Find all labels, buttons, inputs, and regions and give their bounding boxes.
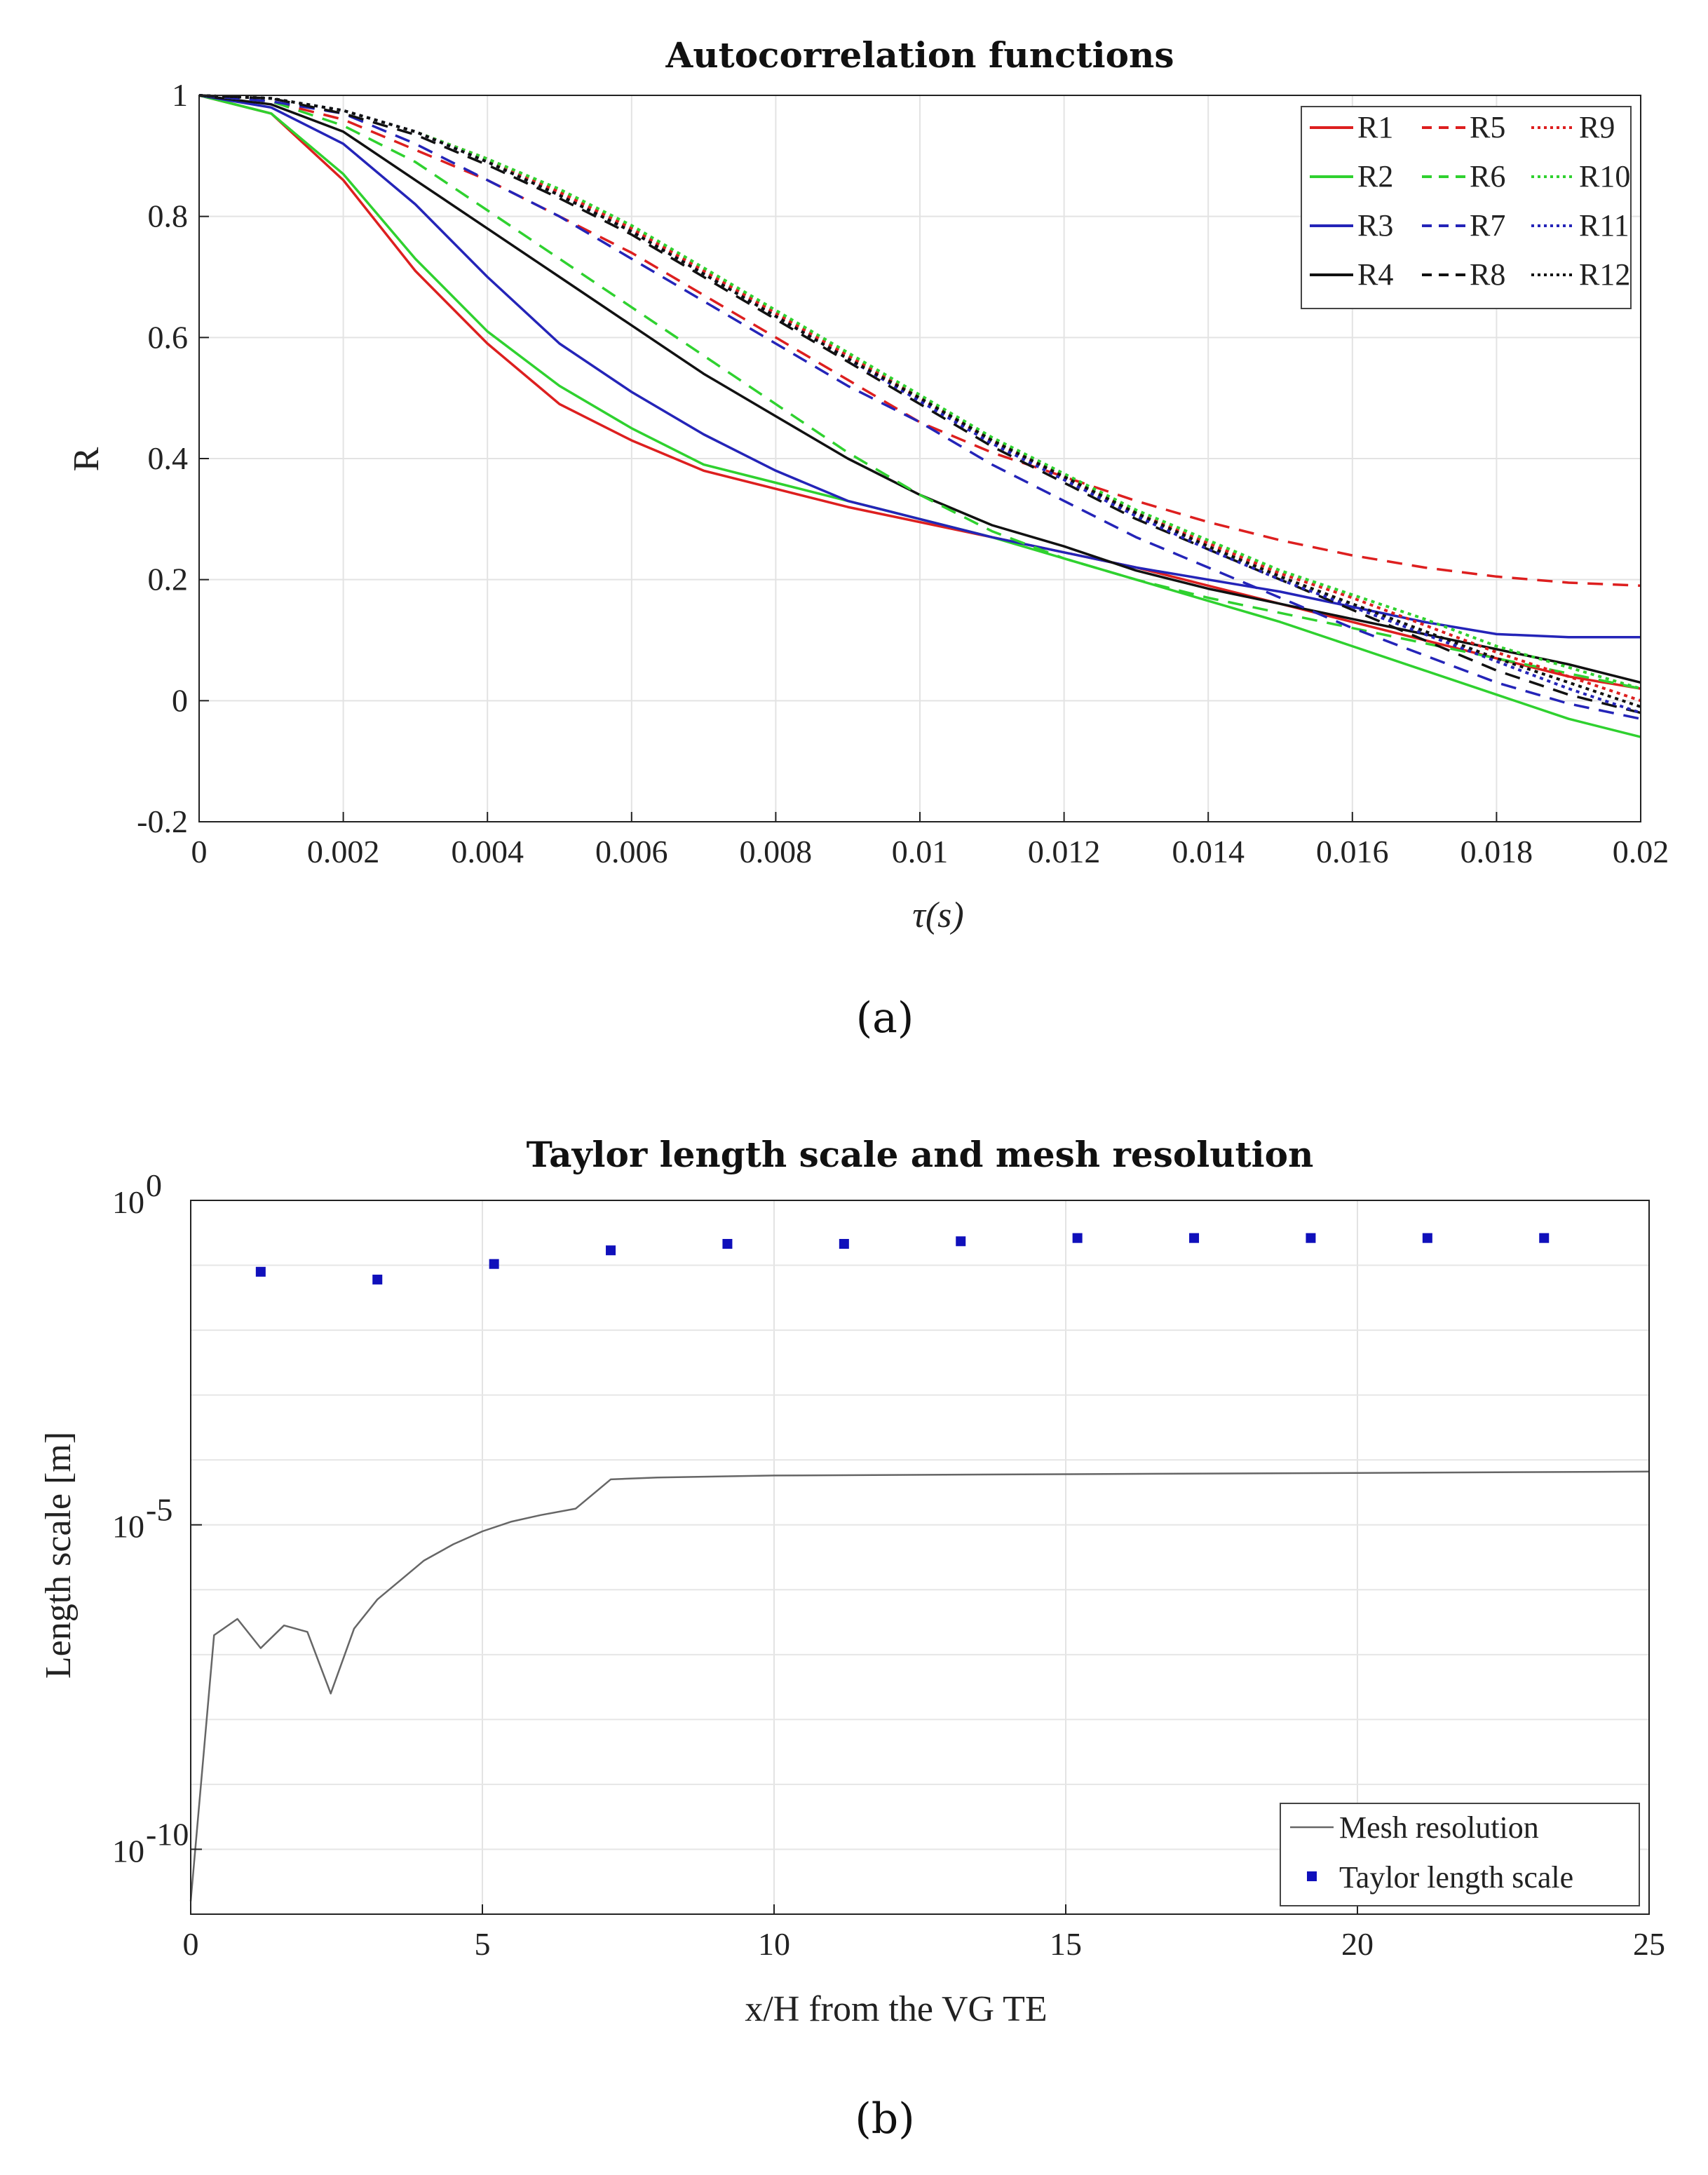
taylor-length-point [956, 1236, 966, 1247]
chart-a-ytick-label: 0 [172, 682, 188, 718]
taylor-length-point [372, 1274, 383, 1285]
legend-label-mesh-resolution: Mesh resolution [1339, 1810, 1539, 1845]
chart-a-ylabel: R [67, 447, 107, 471]
chart-a-title: Autocorrelation functions [665, 34, 1174, 76]
chart-b-xtick-label: 15 [1050, 1926, 1082, 1962]
taylor-length-point [1189, 1233, 1200, 1243]
chart-b-ytick-label: 10 [112, 1509, 144, 1545]
chart-a-series-group [198, 94, 1641, 738]
chart-a-caption: (a) [856, 994, 914, 1043]
taylor-length-point [1072, 1233, 1083, 1243]
legend-label-taylor-length-scale: Taylor length scale [1339, 1860, 1573, 1895]
series-line-r5 [198, 94, 1641, 588]
legend-label-r10: R10 [1579, 159, 1630, 194]
legend-label-r2: R2 [1357, 159, 1393, 194]
chart-a-ytick-label: 0.6 [148, 319, 189, 355]
series-line-r8 [198, 94, 1641, 714]
chart-a-xtick-label: 0.018 [1460, 834, 1533, 869]
chart-b-ylabel: Length scale [m] [39, 1432, 79, 1679]
taylor-length-point [1539, 1233, 1550, 1243]
chart-a-ytick-label: 0.8 [148, 198, 189, 234]
chart-a-ytick-label: -0.2 [137, 804, 188, 839]
chart-a-xlabel: τ(s) [912, 895, 963, 935]
legend-label-r8: R8 [1470, 257, 1505, 292]
chart-b-xlabel: x/H from the VG TE [745, 1989, 1047, 2029]
taylor-length-point [839, 1239, 849, 1249]
legend-label-r1: R1 [1357, 110, 1393, 144]
chart-b-series-group [189, 1233, 1650, 1902]
chart-b-xtick-label: 20 [1341, 1926, 1374, 1962]
chart-b-ytick-label: 10 [112, 1833, 144, 1869]
taylor-length-point [489, 1259, 499, 1269]
taylor-length-point [1422, 1233, 1432, 1243]
chart-a-ticks: 0 0.002 0.004 0.006 0.008 0.01 0.012 0.014 0.016… [137, 77, 1669, 869]
chart-a-legend: R1 R2 R3 R4 R5 R6 R7 R8 R9 R10 R11 R12 [1301, 106, 1632, 309]
chart-b-xtick-label: 25 [1633, 1926, 1665, 1962]
taylor-length-point [606, 1245, 616, 1256]
taylor-length-chart: Taylor length scale and mesh resolution … [39, 1134, 1665, 2143]
legend-swatch-taylor-length-scale [1307, 1871, 1317, 1881]
series-line-r1 [198, 94, 1641, 690]
legend-label-r5: R5 [1470, 110, 1505, 144]
chart-b-legend: Mesh resolution Taylor length scale [1280, 1803, 1640, 1906]
chart-a-ytick-label: 1 [172, 77, 188, 113]
series-line-mesh-resolution [189, 1470, 1650, 1902]
chart-a-ytick-label: 0.4 [148, 440, 189, 476]
chart-a-xtick-label: 0.008 [740, 834, 813, 869]
chart-a-xtick-label: 0.01 [892, 834, 949, 869]
chart-b-ytick-label: 10 [112, 1184, 144, 1220]
chart-a-xtick-label: 0 [191, 834, 208, 869]
chart-a-xtick-label: 0.006 [595, 834, 668, 869]
legend-label-r6: R6 [1470, 159, 1505, 194]
chart-a-ytick-label: 0.2 [148, 562, 189, 597]
taylor-length-point [722, 1239, 733, 1249]
legend-label-r3: R3 [1357, 208, 1393, 243]
taylor-length-point [255, 1266, 266, 1277]
chart-a-legend-box [1301, 106, 1632, 309]
chart-a-xtick-label: 0.004 [451, 834, 524, 869]
chart-b-xtick-label: 10 [758, 1926, 790, 1962]
legend-label-r4: R4 [1357, 257, 1393, 292]
chart-b-xtick-label: 5 [475, 1926, 491, 1962]
legend-label-r7: R7 [1470, 208, 1505, 243]
chart-a-xtick-label: 0.002 [307, 834, 380, 869]
series-line-r9 [198, 94, 1641, 703]
chart-b-caption: (b) [855, 2094, 914, 2143]
taylor-length-point [1306, 1233, 1316, 1243]
chart-b-xtick-label: 0 [183, 1926, 199, 1962]
chart-a-xtick-label: 0.016 [1316, 834, 1389, 869]
chart-b-ytick-exponent: 0 [146, 1167, 162, 1203]
legend-label-r9: R9 [1579, 110, 1615, 144]
chart-b-ytick-exponent: -10 [146, 1816, 189, 1852]
chart-a-xtick-label: 0.012 [1028, 834, 1101, 869]
chart-b-ytick-exponent: -5 [146, 1492, 172, 1528]
chart-a-xtick-label: 0.02 [1613, 834, 1669, 869]
chart-b-title: Taylor length scale and mesh resolution [527, 1134, 1314, 1175]
autocorrelation-chart: Autocorrelation functions 0 0.002 0.004 0.0… [67, 34, 1669, 1043]
chart-b-axes-box [190, 1200, 1650, 1915]
legend-label-r11: R11 [1579, 208, 1629, 243]
legend-label-r12: R12 [1579, 257, 1630, 292]
chart-b-legend-box [1280, 1803, 1640, 1906]
series-line-r6 [198, 94, 1641, 690]
chart-a-xtick-label: 0.014 [1172, 834, 1245, 869]
